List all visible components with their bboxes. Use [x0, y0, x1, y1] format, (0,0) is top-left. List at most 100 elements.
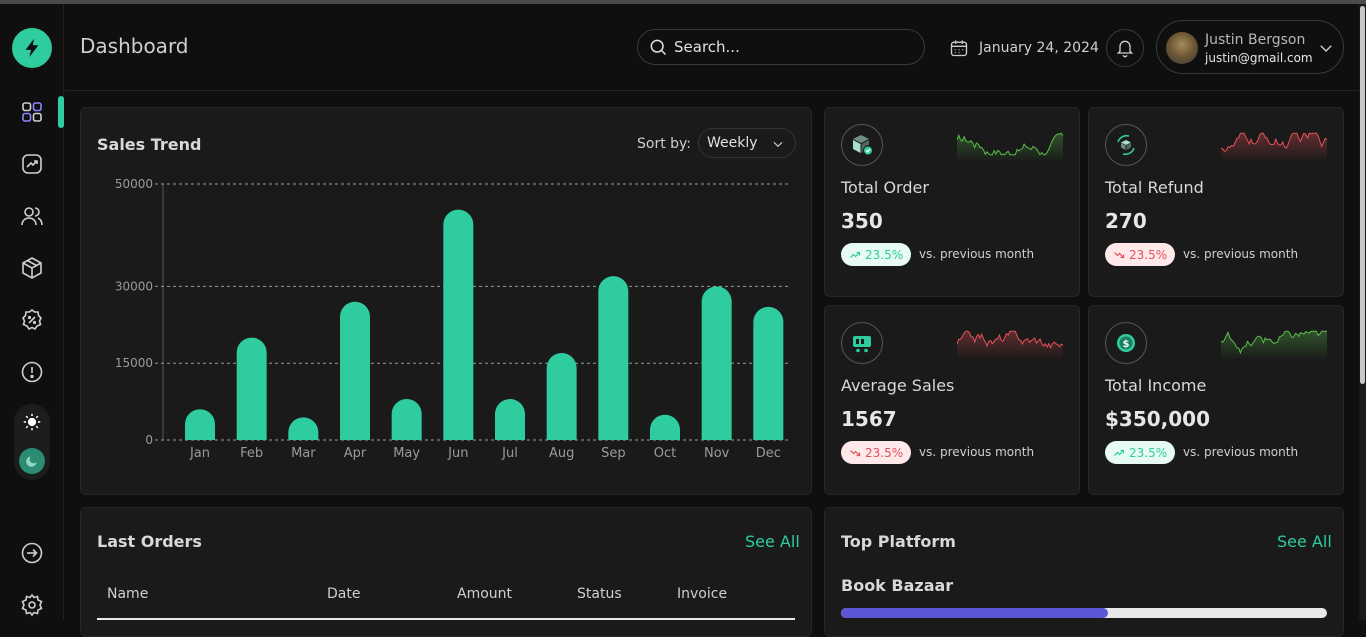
page-scrollbar[interactable] — [1359, 4, 1366, 620]
search-input[interactable] — [674, 38, 914, 56]
moon-icon[interactable] — [19, 448, 45, 474]
date-display: January 24, 2024 — [949, 38, 1099, 58]
bar-nov[interactable] — [701, 286, 732, 440]
change-value: 23.5% — [865, 247, 904, 262]
bar-apr[interactable] — [340, 301, 370, 440]
stat-value: 350 — [841, 209, 883, 233]
stat-label: Total Refund — [1105, 178, 1204, 197]
bar-may[interactable] — [391, 399, 422, 440]
stat-label: Total Income — [1105, 376, 1207, 395]
trend-down-icon — [850, 449, 861, 456]
change-badge: 23.5% — [1105, 441, 1176, 464]
y-tick-label: 15000 — [115, 356, 153, 370]
search-box[interactable] — [637, 29, 925, 65]
notifications-button[interactable] — [1106, 29, 1144, 67]
change-value: 23.5% — [1129, 445, 1168, 460]
platform-name: Book Bazaar — [841, 576, 954, 595]
comparison-text: vs. previous month — [919, 445, 1035, 459]
sparkline-area — [1221, 331, 1327, 360]
change-badge: 23.5% — [841, 441, 912, 464]
sparkline-total-order — [957, 132, 1063, 162]
svg-text:$: $ — [1123, 339, 1130, 350]
x-tick-label: Sep — [601, 446, 626, 461]
current-date: January 24, 2024 — [979, 40, 1099, 56]
sparkline-line — [957, 132, 1063, 156]
sort-dropdown[interactable]: Weekly — [698, 128, 796, 158]
x-tick-label: Jul — [501, 446, 518, 461]
box-check-icon — [841, 124, 883, 166]
stat-card-total-refund: Total Refund 270 23.5% vs. previous mont… — [1088, 107, 1344, 297]
app-logo-icon[interactable] — [12, 28, 52, 68]
stat-value: $350,000 — [1105, 407, 1211, 431]
user-email: justin@gmail.com — [1205, 51, 1313, 65]
bar-jun[interactable] — [443, 209, 474, 440]
change-value: 23.5% — [1129, 247, 1168, 262]
last-orders-title: Last Orders — [97, 532, 202, 551]
coin-icon: $ — [1105, 322, 1147, 364]
bar-aug[interactable] — [546, 352, 577, 440]
settings-icon[interactable] — [18, 591, 46, 619]
y-tick-label: 50000 — [115, 177, 153, 191]
x-tick-label: Feb — [240, 446, 263, 461]
users-icon[interactable] — [18, 202, 46, 230]
y-tick-label: 30000 — [115, 279, 153, 293]
active-nav-indicator — [58, 96, 64, 128]
stat-label: Total Order — [841, 178, 929, 197]
trend-down-icon — [1114, 251, 1125, 258]
box-icon[interactable] — [18, 254, 46, 282]
platform-progress-fill — [841, 608, 1109, 618]
chevron-down-icon[interactable] — [1317, 39, 1335, 57]
x-tick-label: Mar — [291, 446, 316, 461]
calendar-icon — [950, 40, 968, 57]
bar-sep[interactable] — [598, 276, 629, 440]
bar-feb[interactable] — [236, 337, 267, 440]
x-tick-label: Jan — [189, 446, 210, 461]
sales-trend-title: Sales Trend — [97, 135, 202, 154]
sort-value: Weekly — [707, 135, 758, 151]
bar-jan[interactable] — [185, 409, 215, 440]
bar-mar[interactable] — [288, 417, 319, 440]
discount-icon[interactable] — [18, 306, 46, 334]
sparkline-total-income — [1221, 330, 1327, 360]
sparkline-area — [957, 331, 1063, 360]
sparkline-line — [1221, 132, 1327, 152]
top-platform-card: Top Platform See All Book Bazaar — [824, 507, 1344, 637]
theme-toggle[interactable] — [14, 404, 50, 480]
bar-jul[interactable] — [495, 399, 525, 440]
trend-icon[interactable] — [18, 150, 46, 178]
column-header-invoice[interactable]: Invoice — [677, 586, 728, 602]
sparkline-area — [957, 133, 1063, 162]
top-platform-title: Top Platform — [841, 532, 956, 551]
x-tick-label: Oct — [654, 446, 676, 461]
sparkline-line — [1221, 330, 1327, 355]
sales-trend-card: Sales Trend Sort by: Weekly 0 15000 30000 5… — [80, 107, 812, 495]
page-title: Dashboard — [80, 34, 189, 58]
last-orders-see-all-link[interactable]: See All — [745, 532, 800, 551]
sun-icon[interactable] — [22, 412, 42, 432]
bar-dec[interactable] — [753, 306, 784, 440]
alert-icon[interactable] — [18, 358, 46, 386]
x-tick-label: May — [393, 446, 420, 461]
trend-up-icon — [1114, 449, 1125, 456]
top-platform-see-all-link[interactable]: See All — [1277, 532, 1332, 551]
scrollbar-thumb[interactable] — [1360, 6, 1365, 384]
bell-icon — [1116, 40, 1134, 58]
stat-value: 270 — [1105, 209, 1147, 233]
last-orders-card: Last Orders See All Name Date Amount Sta… — [80, 507, 812, 637]
column-header-date[interactable]: Date — [327, 586, 361, 602]
x-tick-label: Nov — [704, 446, 730, 461]
bar-oct[interactable] — [650, 414, 680, 440]
column-header-status[interactable]: Status — [577, 586, 622, 602]
logout-icon[interactable] — [18, 539, 46, 567]
window-top-border — [0, 0, 1366, 4]
chevron-down-icon — [773, 141, 783, 148]
platform-progress-bar — [841, 608, 1327, 618]
avatar — [1166, 32, 1198, 64]
user-profile-menu[interactable]: Justin Bergson justin@gmail.com — [1156, 20, 1344, 74]
column-header-name[interactable]: Name — [107, 586, 149, 602]
dashboard-icon[interactable] — [18, 98, 46, 126]
column-header-amount[interactable]: Amount — [457, 586, 513, 602]
sort-label: Sort by: — [637, 136, 692, 152]
change-badge: 23.5% — [841, 243, 912, 266]
user-name: Justin Bergson — [1205, 32, 1306, 48]
